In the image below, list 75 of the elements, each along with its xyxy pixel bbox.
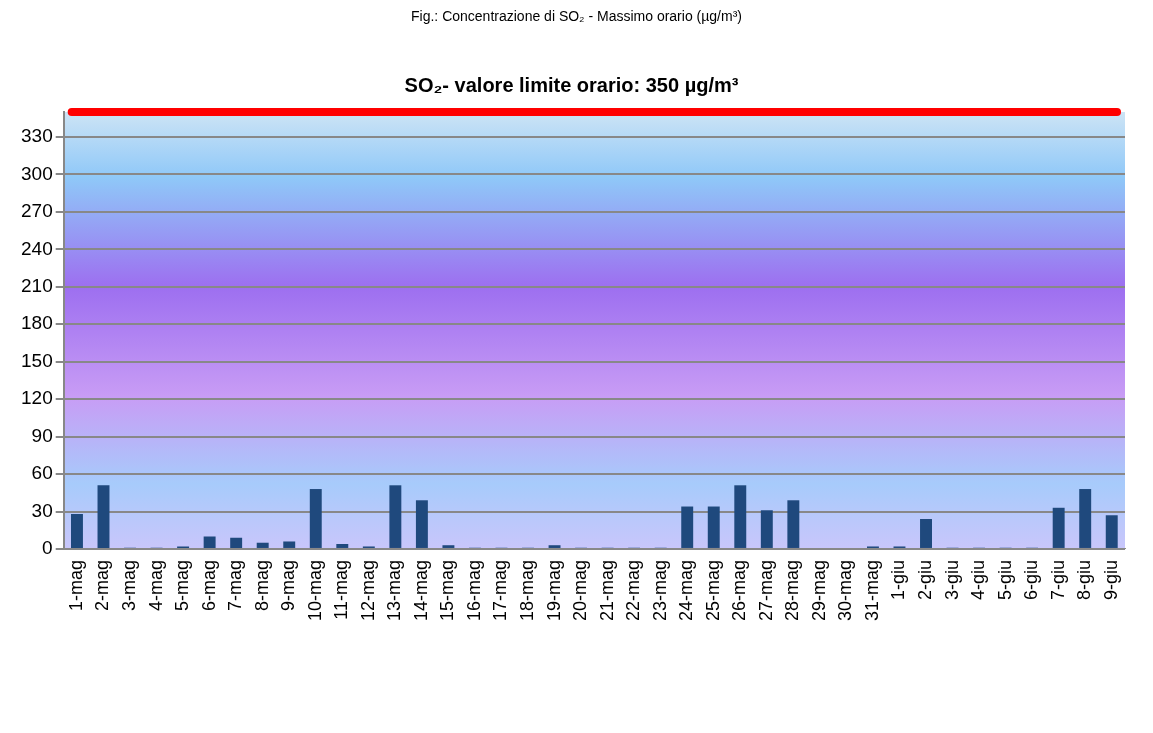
x-tick-label: 27-mag [755,559,776,621]
x-tick-label: 8-giu [1074,559,1095,600]
bar [71,514,83,548]
bar [787,500,800,548]
y-tick-label: 300 [21,162,53,184]
x-tick-label: 11-mag [331,559,352,620]
x-tick-label: 1-mag [65,559,86,611]
x-tick-label: 22-mag [623,559,644,621]
bar [1105,515,1118,548]
y-tick-label: 270 [21,200,53,222]
bar [283,541,296,548]
x-tick-label: 6-mag [198,559,219,611]
y-tick-label: 330 [21,125,53,147]
x-tick-label: 6-giu [1021,559,1042,600]
x-tick-label: 7-mag [225,559,246,611]
x-tick-label: 24-mag [676,559,697,621]
x-tick-label: 3-mag [119,559,139,611]
x-tick-label: 21-mag [596,559,617,621]
x-tick-label: 26-mag [729,559,750,621]
x-tick-label: 30-mag [835,559,856,621]
chart-title: SO₂- valore limite orario: 350 µg/m³ [404,73,739,96]
x-tick-label: 28-mag [782,559,803,621]
bar [681,506,694,548]
x-tick-label: 12-mag [357,559,378,621]
x-tick-label: 4-mag [145,559,166,611]
y-tick-label: 120 [21,387,53,409]
x-tick-label: 23-mag [649,559,670,621]
x-tick-label: 31-mag [861,559,882,621]
x-tick-label: 20-mag [570,559,591,621]
x-tick-label: 18-mag [516,559,537,621]
x-tick-label: 2-giu [914,559,935,600]
y-tick-label: 210 [21,275,53,297]
bar [230,537,243,548]
x-tick-label: 4-giu [968,559,989,600]
y-tick-label: 150 [21,349,53,371]
bar [203,536,216,548]
y-tick-label: 0 [42,537,53,559]
bar [389,485,402,548]
x-tick-label: 16-mag [463,559,484,621]
x-tick-label: 13-mag [384,559,405,621]
x-tick-label: 29-mag [808,559,829,621]
x-tick-label: 15-mag [437,559,458,621]
x-tick-label: 9-mag [278,559,299,611]
bar [734,485,747,548]
bar [336,543,349,548]
x-tick-label: 1-giu [888,559,909,600]
bar [309,489,322,548]
x-tick-label: 25-mag [702,559,723,621]
bar [97,485,110,548]
x-tick-label: 10-mag [304,559,325,621]
bar [920,519,932,548]
bar [442,545,455,548]
y-tick-label: 30 [31,499,53,521]
chart-subtitle: Fig.: Concentrazione di SO₂ - Massimo orario (µg/m³) [410,8,743,24]
y-tick-label: 240 [21,237,53,259]
x-tick-label: 5-mag [172,559,193,611]
bar [1052,507,1065,548]
y-tick-label: 60 [31,462,53,484]
bar [760,510,773,548]
x-tick-label: 17-mag [490,559,511,621]
x-tick-label: 14-mag [410,559,431,621]
x-tick-label: 19-mag [543,559,564,621]
x-tick-label: 8-mag [251,559,272,611]
bar [548,545,561,548]
bar [1079,489,1092,548]
x-tick-label: 5-giu [994,559,1015,600]
y-tick-label: 90 [31,424,53,446]
bar [707,506,720,548]
x-tick-label: 3-giu [941,559,962,600]
x-tick-label: 7-giu [1047,559,1068,600]
x-tick-label: 2-mag [92,559,113,611]
bar [415,500,428,548]
bar [256,542,269,548]
x-tick-label: 9-giu [1100,559,1121,600]
y-tick-label: 180 [21,312,53,334]
